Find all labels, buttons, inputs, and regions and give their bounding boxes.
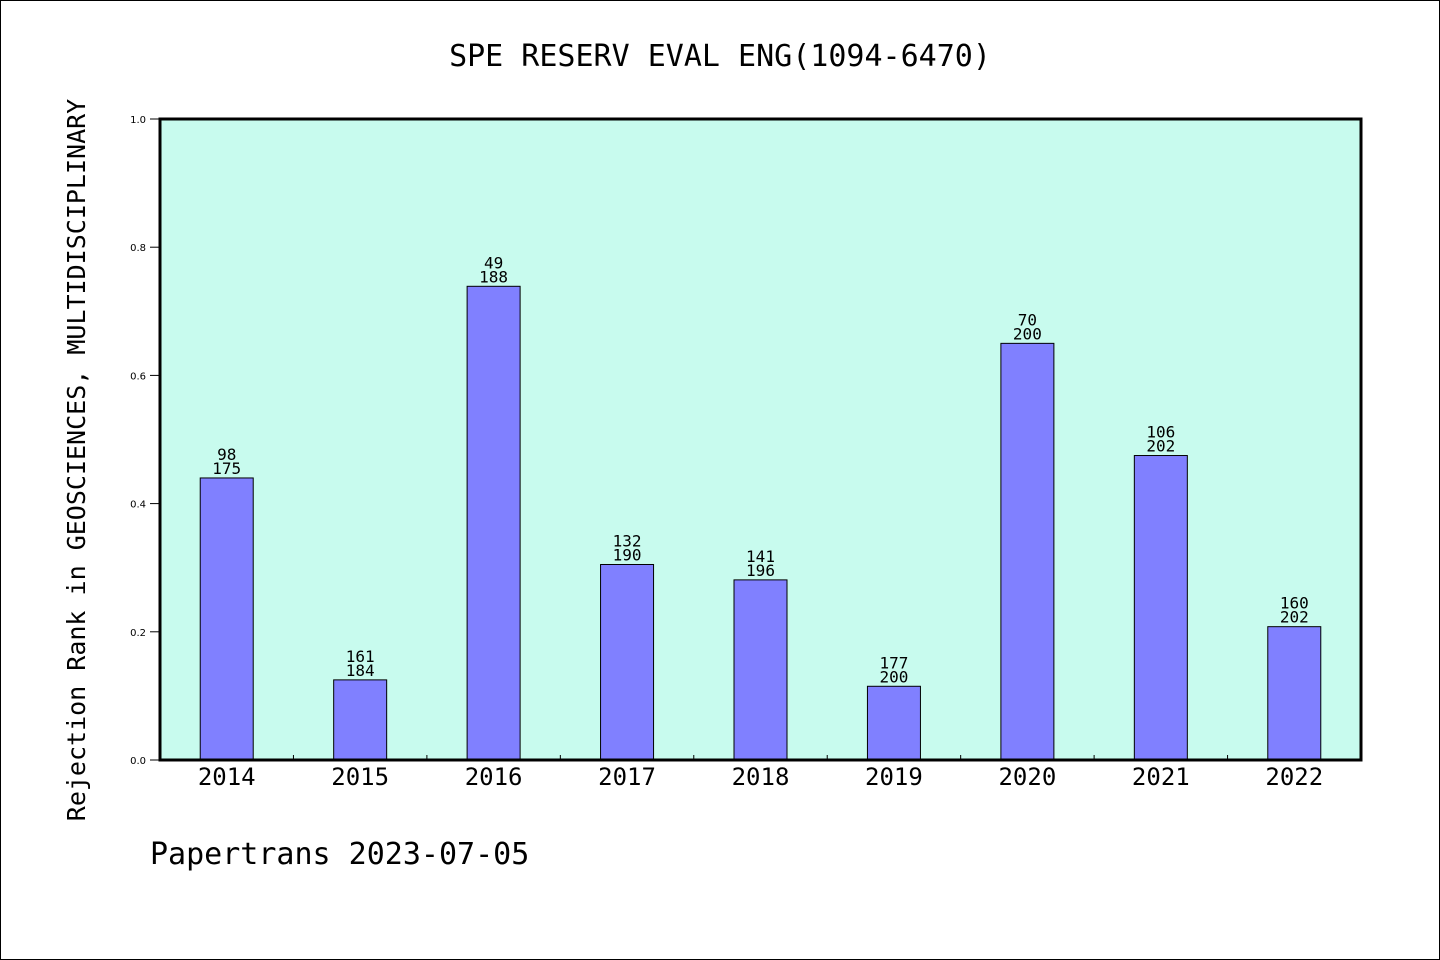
bar-total-label: 202 — [1146, 437, 1175, 456]
bar-2021 — [1133, 455, 1188, 761]
bar-total-label: 190 — [613, 545, 642, 564]
bar-total-label: 200 — [879, 667, 908, 686]
chart-title: SPE RESERV EVAL ENG(1094-6470) — [449, 39, 991, 74]
bar-total-label: 188 — [479, 267, 508, 286]
bar-2014 — [199, 477, 254, 761]
bar-2017 — [600, 563, 655, 761]
bar-2018 — [733, 579, 788, 761]
x-tick-label: 2018 — [732, 763, 790, 791]
y-tick-label: 0.8 — [130, 243, 146, 254]
bar-rank-label: 70 — [1018, 310, 1037, 329]
bar-2022 — [1267, 626, 1322, 761]
bar-rank-label: 161 — [346, 647, 375, 666]
y-tick-label: 0.0 — [130, 756, 146, 767]
y-axis-label: Rejection Rank in GEOSCIENCES, MULTIDISC… — [62, 99, 91, 821]
bar-rank-label: 132 — [613, 531, 642, 550]
x-tick-label: 2022 — [1265, 763, 1323, 791]
plot-border — [158, 117, 1363, 762]
x-axis: 2014 2015 2016 2017 2018 2019 2020 2021 2022 — [198, 755, 1323, 791]
bar-total-label: 184 — [346, 661, 375, 680]
bar-rank-label: 49 — [484, 253, 503, 272]
bar-rank-label: 160 — [1280, 594, 1309, 613]
bar-2015 — [333, 679, 388, 761]
y-axis: 0.0 0.2 0.4 0.6 0.8 1.0 — [130, 115, 160, 767]
x-tick-label: 2017 — [598, 763, 656, 791]
bar-total-label: 175 — [212, 459, 241, 478]
bar-rank-label: 177 — [879, 653, 908, 672]
x-tick-label: 2015 — [331, 763, 389, 791]
bar-total-label: 200 — [1013, 324, 1042, 343]
bar-2019 — [866, 685, 921, 761]
bar-rank-label: 106 — [1146, 423, 1175, 442]
x-tick-label: 2016 — [465, 763, 523, 791]
y-tick-label: 0.6 — [130, 371, 146, 382]
y-tick-label: 0.2 — [130, 628, 146, 639]
x-tick-label: 2021 — [1132, 763, 1190, 791]
bar-rank-label: 98 — [217, 445, 236, 464]
bar-2016 — [466, 285, 521, 761]
bar-total-label: 202 — [1280, 608, 1309, 627]
bar-total-label: 196 — [746, 561, 775, 580]
bar-rank-label: 141 — [746, 547, 775, 566]
x-tick-label: 2014 — [198, 763, 256, 791]
x-tick-label: 2019 — [865, 763, 923, 791]
bar-2020 — [1000, 342, 1055, 761]
y-tick-label: 1.0 — [130, 115, 146, 126]
footer-credit: Papertrans 2023-07-05 — [150, 837, 529, 872]
y-tick-label: 0.4 — [130, 500, 146, 511]
x-tick-label: 2020 — [998, 763, 1056, 791]
